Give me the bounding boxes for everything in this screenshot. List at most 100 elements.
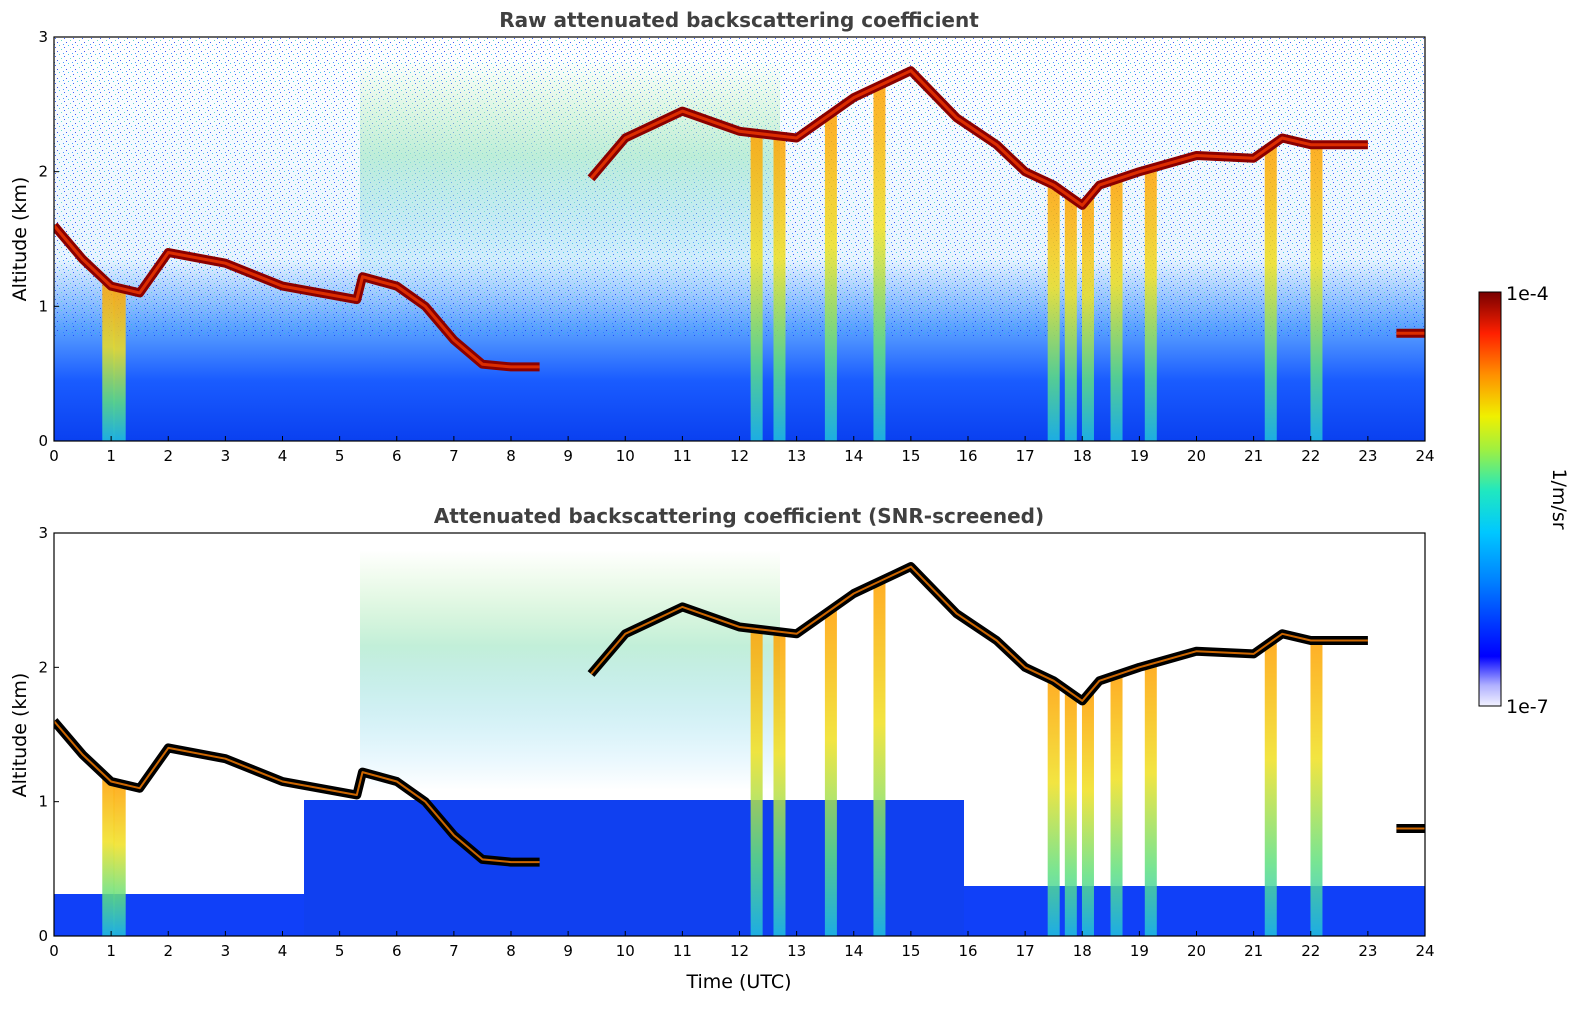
bottom-plume bbox=[1081, 694, 1094, 936]
bottom-low-layer-right bbox=[964, 886, 1425, 936]
top-y-axis-label: Altitude (km) bbox=[9, 177, 31, 302]
top-plume bbox=[873, 85, 886, 441]
bottom-x-tick-label: 19 bbox=[1130, 942, 1149, 960]
bottom-x-axis-label: Time (UTC) bbox=[685, 971, 791, 993]
bottom-x-tick-label: 1 bbox=[106, 942, 116, 960]
bottom-y-axis-label: Altitude (km) bbox=[9, 673, 31, 798]
bottom-x-tick-label: 6 bbox=[392, 942, 402, 960]
top-x-tick-label: 12 bbox=[730, 447, 749, 465]
top-x-tick-label: 4 bbox=[278, 447, 288, 465]
top-x-tick-label: 20 bbox=[1187, 447, 1206, 465]
bottom-low-layer bbox=[54, 894, 304, 936]
bottom-x-tick-label: 18 bbox=[1073, 942, 1092, 960]
bottom-x-tick-label: 3 bbox=[221, 942, 231, 960]
top-x-tick-label: 2 bbox=[163, 447, 173, 465]
top-y-axis: 0 1 2 3 bbox=[38, 28, 59, 450]
top-x-axis: 0 1 2 3 4 5 6 7 8 9 10 11 12 13 14 15 16 17 18 19 20 21 22 23 24 bbox=[49, 436, 1435, 465]
top-x-tick-label: 6 bbox=[392, 447, 402, 465]
bottom-x-tick-label: 7 bbox=[449, 942, 459, 960]
bottom-plume bbox=[113, 783, 126, 936]
bottom-x-tick-label: 0 bbox=[49, 942, 59, 960]
bottom-x-axis: 0 1 2 3 4 5 6 7 8 9 10 11 12 13 14 15 16 17 18 19 20 21 22 23 24 bbox=[49, 931, 1435, 960]
top-plot-area bbox=[54, 37, 1425, 441]
top-plume bbox=[1081, 198, 1094, 441]
bottom-plume bbox=[873, 581, 886, 936]
bottom-y-tick-label: 1 bbox=[38, 793, 48, 811]
top-x-tick-label: 15 bbox=[901, 447, 920, 465]
bottom-precipitation-plumes bbox=[102, 581, 1323, 936]
top-cloud-layer-halo bbox=[54, 69, 1425, 369]
top-plume bbox=[824, 113, 837, 441]
bottom-plume bbox=[750, 629, 763, 936]
bottom-x-tick-label: 4 bbox=[278, 942, 288, 960]
top-x-tick-label: 9 bbox=[563, 447, 573, 465]
top-aerosol-layer bbox=[360, 60, 780, 300]
top-plume bbox=[1064, 197, 1077, 441]
top-x-tick-label: 21 bbox=[1244, 447, 1263, 465]
bottom-cloud-layer-halo bbox=[54, 565, 1425, 864]
bottom-y-tick-label: 2 bbox=[38, 658, 48, 676]
top-plume bbox=[102, 283, 115, 441]
bottom-x-tick-label: 5 bbox=[335, 942, 345, 960]
bottom-x-tick-label: 8 bbox=[506, 942, 516, 960]
bottom-plume bbox=[102, 778, 115, 936]
top-plume bbox=[1264, 146, 1277, 441]
colorbar-max-label: 1e-4 bbox=[1506, 283, 1549, 305]
bottom-plume bbox=[1144, 664, 1157, 936]
top-y-tick-label: 0 bbox=[38, 432, 48, 450]
top-panel-title: Raw attenuated backscattering coefficien… bbox=[499, 8, 979, 32]
top-x-tick-label: 16 bbox=[958, 447, 977, 465]
bottom-plume bbox=[1064, 692, 1077, 936]
bottom-x-tick-label: 2 bbox=[163, 942, 173, 960]
colorbar-unit-label: 1/m/sr bbox=[1548, 468, 1570, 529]
top-y-tick-label: 1 bbox=[38, 297, 48, 315]
bottom-y-tick-label: 0 bbox=[38, 927, 48, 945]
top-x-tick-label: 1 bbox=[106, 447, 116, 465]
top-plume bbox=[1310, 144, 1323, 441]
bottom-y-axis: 0 1 2 3 bbox=[38, 524, 59, 945]
bottom-x-tick-label: 21 bbox=[1244, 942, 1263, 960]
top-x-tick-label: 23 bbox=[1358, 447, 1377, 465]
top-plume bbox=[1110, 179, 1123, 441]
bottom-aerosol-layer bbox=[360, 550, 780, 790]
bottom-x-tick-label: 11 bbox=[673, 942, 692, 960]
top-plume bbox=[750, 133, 763, 441]
top-x-tick-label: 0 bbox=[49, 447, 59, 465]
bottom-plume bbox=[824, 609, 837, 936]
bottom-plot-area bbox=[54, 533, 1425, 936]
top-x-tick-label: 13 bbox=[787, 447, 806, 465]
bottom-x-tick-label: 10 bbox=[616, 942, 635, 960]
top-plume bbox=[1144, 168, 1157, 441]
bottom-plume bbox=[1047, 680, 1060, 936]
bottom-x-tick-label: 14 bbox=[844, 942, 863, 960]
top-x-tick-label: 14 bbox=[844, 447, 863, 465]
top-x-tick-label: 18 bbox=[1073, 447, 1092, 465]
bottom-x-tick-label: 20 bbox=[1187, 942, 1206, 960]
bottom-plume bbox=[773, 631, 786, 936]
bottom-panel-title: Attenuated backscattering coefficient (S… bbox=[434, 504, 1044, 528]
top-x-tick-label: 8 bbox=[506, 447, 516, 465]
colorbar bbox=[1478, 291, 1502, 707]
top-x-tick-label: 17 bbox=[1016, 447, 1035, 465]
bottom-x-tick-label: 16 bbox=[958, 942, 977, 960]
top-x-tick-label: 11 bbox=[673, 447, 692, 465]
top-x-tick-label: 7 bbox=[449, 447, 459, 465]
bottom-x-tick-label: 23 bbox=[1358, 942, 1377, 960]
bottom-plume bbox=[1264, 641, 1277, 936]
top-x-tick-label: 19 bbox=[1130, 447, 1149, 465]
bottom-x-tick-label: 13 bbox=[787, 942, 806, 960]
top-y-tick-label: 3 bbox=[38, 28, 48, 46]
top-precipitation-plumes bbox=[102, 85, 1323, 441]
top-x-tick-label: 3 bbox=[221, 447, 231, 465]
bottom-x-tick-label: 15 bbox=[901, 942, 920, 960]
top-x-tick-label: 5 bbox=[335, 447, 345, 465]
bottom-x-tick-label: 17 bbox=[1016, 942, 1035, 960]
top-x-tick-label: 10 bbox=[616, 447, 635, 465]
bottom-plume bbox=[1310, 640, 1323, 936]
top-y-tick-label: 2 bbox=[38, 163, 48, 181]
bottom-y-tick-label: 3 bbox=[38, 524, 48, 542]
top-plume bbox=[773, 135, 786, 441]
top-plume bbox=[1047, 185, 1060, 441]
top-x-tick-label: 24 bbox=[1415, 447, 1434, 465]
